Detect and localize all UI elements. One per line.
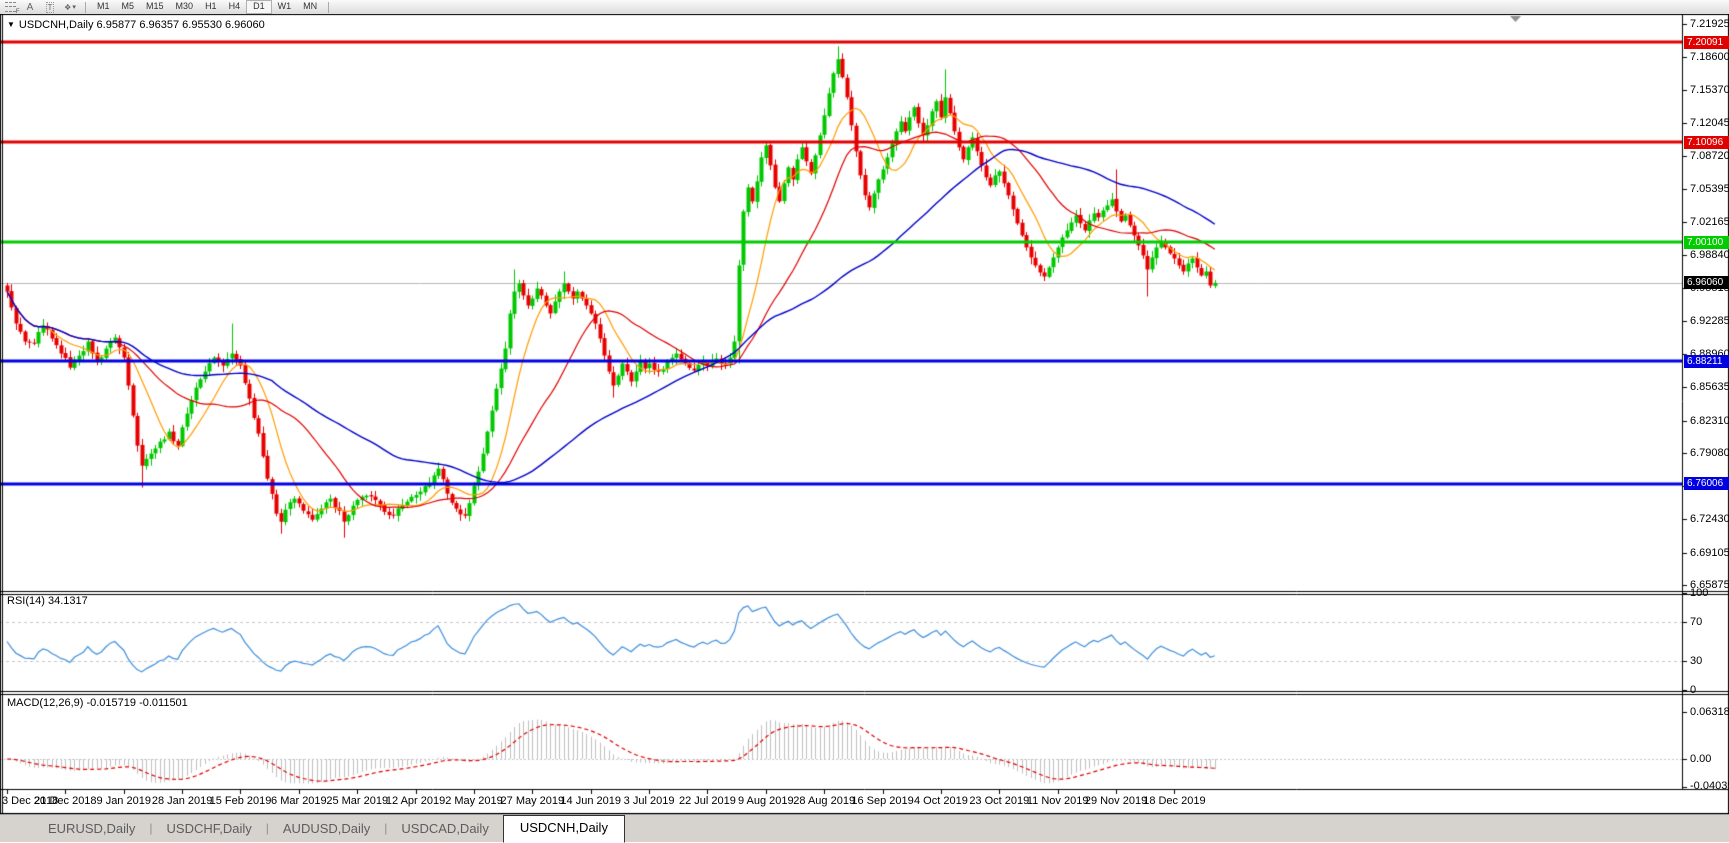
chart-tabs-bar: EURUSD,Daily | USDCHF,Daily | AUDUSD,Daily | U… <box>0 814 1729 843</box>
toolbar: F A T ❖ ▾ M1 M5 M15 M30 H1 H4 D1 W1 MN <box>0 0 1729 15</box>
fibonacci-icon-letter: F <box>15 9 20 15</box>
tab-divider: | <box>265 820 269 835</box>
chart-tab-usdcnh[interactable]: USDCNH,Daily <box>502 815 625 843</box>
timeframe-button-m1[interactable]: M1 <box>97 1 110 11</box>
dropdown-caret-icon: ▾ <box>72 4 76 11</box>
timeframe-button-m15[interactable]: M15 <box>146 1 164 11</box>
chart-canvas[interactable] <box>0 14 1729 814</box>
chart-tab-eurusd[interactable]: EURUSD,Daily <box>48 821 136 836</box>
timeframe-button-group: M1 M5 M15 M30 H1 H4 D1 W1 MN <box>91 0 323 14</box>
timeframe-button-m30[interactable]: M30 <box>175 1 194 11</box>
chart-tab-usdchf[interactable]: USDCHF,Daily <box>166 821 252 836</box>
font-icon[interactable]: A <box>26 1 34 13</box>
tab-divider: | <box>384 820 388 835</box>
timeframe-button-m5[interactable]: M5 <box>121 1 135 11</box>
arrows-icon[interactable]: ❖ ▾ <box>64 2 76 12</box>
chart-window: ▼ USDCNH,Daily 6.95877 6.96357 6.95530 6.… <box>0 14 1729 814</box>
text-label-icon[interactable]: T <box>45 1 55 13</box>
fibonacci-icon[interactable]: F <box>0 1 20 15</box>
timeframe-button-w1[interactable]: W1 <box>277 1 292 11</box>
chart-tab-audusd[interactable]: AUDUSD,Daily <box>282 821 371 836</box>
toolbar-separator <box>328 1 330 13</box>
timeframe-button-h1[interactable]: H1 <box>205 1 217 11</box>
chart-tab-usdcad[interactable]: USDCAD,Daily <box>401 821 489 836</box>
timeframe-button-h4[interactable]: H4 <box>228 1 241 11</box>
toolbar-separator <box>85 1 86 13</box>
timeframe-button-d1[interactable]: D1 <box>246 0 272 14</box>
tab-divider: | <box>149 820 153 835</box>
timeframe-button-mn[interactable]: MN <box>303 1 318 11</box>
